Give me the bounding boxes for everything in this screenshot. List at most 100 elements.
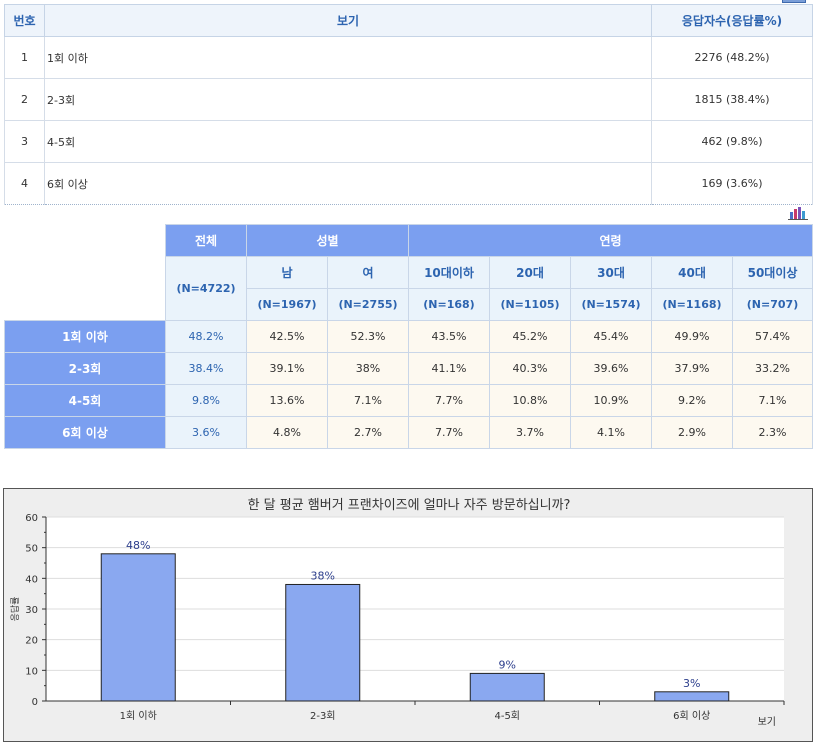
table-row: 6회 이상 3.6% 4.8% 2.7% 7.7% 3.7% 4.1% 2.9%… <box>4 416 814 449</box>
row-value: 42.5% <box>246 320 328 353</box>
chart-title: 한 달 평균 햄버거 프랜차이즈에 얼마나 자주 방문하십니까? <box>248 497 571 513</box>
row-no: 1 <box>4 36 45 79</box>
chart-ylabel: 응답률 <box>9 597 21 622</box>
total-label: 전체 <box>165 224 247 257</box>
row-value: 3.7% <box>489 416 571 449</box>
bar-chart-panel: 한 달 평균 햄버거 프랜차이즈에 얼마나 자주 방문하십니까? 응답률 보기 … <box>3 488 813 742</box>
row-total: 38.4% <box>165 352 247 385</box>
row-count: 462 (9.8%) <box>651 120 813 163</box>
row-option: 4-5회 <box>44 120 652 163</box>
subgroup-n: (N=707) <box>731 288 814 321</box>
row-value: 9.2% <box>651 384 733 417</box>
row-label: 4-5회 <box>4 384 166 417</box>
row-value: 38% <box>327 352 409 385</box>
bar <box>654 691 730 702</box>
subgroup-label: 40대 <box>651 256 733 289</box>
row-value: 7.7% <box>408 416 490 449</box>
row-option: 6회 이상 <box>44 162 652 205</box>
bar <box>285 583 361 702</box>
subgroup-label: 20대 <box>489 256 571 289</box>
data-label: 9% <box>499 658 516 671</box>
table-row: 2-3회 38.4% 39.1% 38% 41.1% 40.3% 39.6% 3… <box>4 352 814 385</box>
bar-chart-icon[interactable] <box>788 206 808 220</box>
header-count: 응답자수(응답률%) <box>651 4 813 37</box>
chart-xlabel: 보기 <box>758 716 776 728</box>
cross-header-row-2: (N=4722) 남 여 10대이하 20대 30대 40대 50대이상 <box>5 256 814 321</box>
row-value: 13.6% <box>246 384 328 417</box>
subgroup-label: 30대 <box>570 256 652 289</box>
data-label: 3% <box>683 677 700 690</box>
row-value: 7.1% <box>327 384 409 417</box>
answers-header-row: 번호 보기 응답자수(응답률%) <box>4 4 813 37</box>
table-row: 3 4-5회 462 (9.8%) <box>4 120 813 163</box>
top-scroll-tab <box>782 0 806 3</box>
subgroup-n: (N=1574) <box>570 288 652 321</box>
row-value: 57.4% <box>731 320 814 353</box>
row-value: 7.7% <box>408 384 490 417</box>
row-value: 39.1% <box>246 352 328 385</box>
age-label: 연령 <box>407 224 814 257</box>
row-label: 1회 이하 <box>4 320 166 353</box>
row-label: 6회 이상 <box>4 416 166 449</box>
subgroup-n: (N=168) <box>408 288 490 321</box>
row-option: 1회 이하 <box>44 36 652 79</box>
row-no: 4 <box>4 162 45 205</box>
subgroup-label: 남 <box>246 256 328 289</box>
x-tick-label: 2-3회 <box>310 710 336 722</box>
y-tick-label: 60 <box>25 513 38 524</box>
bar <box>100 553 176 702</box>
row-value: 2.7% <box>327 416 409 449</box>
x-tick-label: 6회 이상 <box>673 710 710 722</box>
corner-blank <box>4 224 166 321</box>
row-count: 2276 (48.2%) <box>651 36 813 79</box>
header-option: 보기 <box>44 4 652 37</box>
row-value: 2.3% <box>731 416 814 449</box>
table-row: 2 2-3회 1815 (38.4%) <box>4 78 813 121</box>
y-tick-label: 50 <box>25 544 38 555</box>
row-total: 48.2% <box>165 320 247 353</box>
table-row: 1 1회 이하 2276 (48.2%) <box>4 36 813 79</box>
data-label: 38% <box>311 569 335 582</box>
y-tick-label: 0 <box>32 697 38 708</box>
subgroup-n: (N=2755) <box>327 288 409 321</box>
cross-table: 전체 성별 연령 (N=4722) 남 여 10대이하 20대 30대 40대 … <box>4 224 814 449</box>
y-tick-label: 40 <box>25 574 38 585</box>
row-value: 49.9% <box>651 320 733 353</box>
row-value: 40.3% <box>489 352 571 385</box>
table-row: 4-5회 9.8% 13.6% 7.1% 7.7% 10.8% 10.9% 9.… <box>4 384 814 417</box>
answers-table: 번호 보기 응답자수(응답률%) 1 1회 이하 2276 (48.2%) 2 … <box>4 4 813 205</box>
row-value: 45.4% <box>570 320 652 353</box>
row-count: 169 (3.6%) <box>651 162 813 205</box>
subgroup-n: (N=1967) <box>246 288 328 321</box>
gender-label: 성별 <box>246 224 409 257</box>
y-tick-label: 30 <box>25 605 38 616</box>
subgroup-label: 10대이하 <box>408 256 490 289</box>
subgroup-label: 50대이상 <box>731 256 814 289</box>
data-label: 48% <box>126 539 150 552</box>
row-count: 1815 (38.4%) <box>651 78 813 121</box>
row-value: 41.1% <box>408 352 490 385</box>
subgroup-label: 여 <box>327 256 409 289</box>
x-tick-label: 4-5회 <box>494 710 520 722</box>
cross-header-row-1: 전체 성별 연령 <box>4 224 814 321</box>
table-row: 1회 이하 48.2% 42.5% 52.3% 43.5% 45.2% 45.4… <box>4 320 814 353</box>
row-value: 52.3% <box>327 320 409 353</box>
row-value: 33.2% <box>731 352 814 385</box>
row-label: 2-3회 <box>4 352 166 385</box>
row-no: 2 <box>4 78 45 121</box>
row-no: 3 <box>4 120 45 163</box>
y-tick-label: 10 <box>25 666 38 677</box>
row-value: 4.1% <box>570 416 652 449</box>
total-n: (N=4722) <box>165 256 247 321</box>
header-no: 번호 <box>4 4 45 37</box>
row-option: 2-3회 <box>44 78 652 121</box>
row-value: 10.8% <box>489 384 571 417</box>
row-value: 43.5% <box>408 320 490 353</box>
row-value: 45.2% <box>489 320 571 353</box>
row-value: 37.9% <box>651 352 733 385</box>
row-total: 3.6% <box>165 416 247 449</box>
y-tick-label: 20 <box>25 636 38 647</box>
bar <box>469 672 545 702</box>
row-value: 39.6% <box>570 352 652 385</box>
x-tick-label: 1회 이하 <box>120 709 157 722</box>
